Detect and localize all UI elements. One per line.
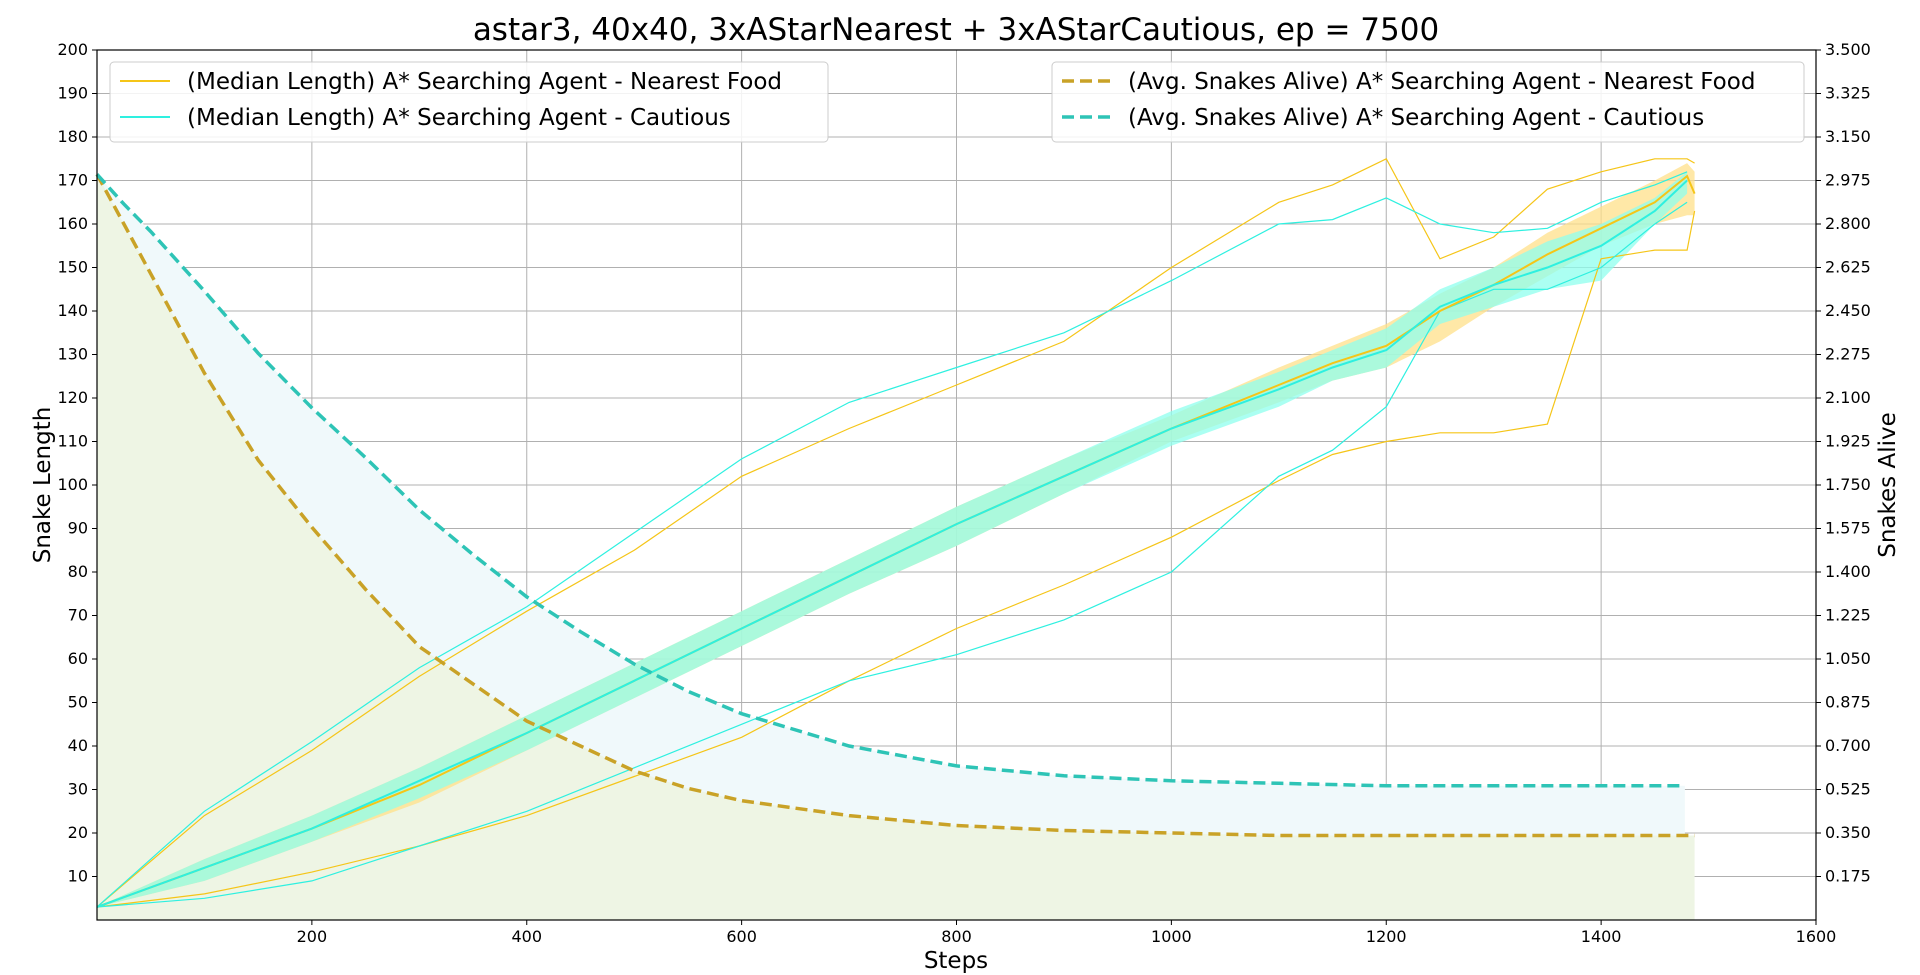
y-left-tick-label: 60 (68, 649, 88, 668)
y-right-tick-label: 3.500 (1825, 40, 1871, 59)
y-left-tick-label: 10 (68, 867, 88, 886)
quartile-band-1 (97, 171, 1688, 908)
legend-label-median-cautious: (Median Length) A* Searching Agent - Cau… (187, 105, 731, 131)
alive-line-2 (95, 173, 1695, 838)
y-right-tick-label: 2.975 (1825, 171, 1871, 190)
y-left-tick-label: 120 (57, 388, 88, 407)
y-right-tick-label: 1.925 (1825, 432, 1871, 451)
series-lines (95, 158, 1696, 908)
y-right-tick-label: 1.050 (1825, 649, 1871, 668)
legend-label-median-nearest: (Median Length) A* Searching Agent - Nea… (187, 69, 782, 95)
y-left-tick-label: 180 (57, 127, 88, 146)
legend-left: (Median Length) A* Searching Agent - Nea… (109, 61, 829, 143)
y-right-tick-label: 2.625 (1825, 258, 1871, 277)
y-axis-left-label: Snake Length (30, 407, 56, 564)
y-right-tick-label: 1.575 (1825, 519, 1871, 538)
y-right-tick-label: 1.225 (1825, 606, 1871, 625)
min-line-0 (96, 210, 1696, 908)
x-tick-label: 600 (726, 927, 757, 946)
legend-label-alive-nearest: (Avg. Snakes Alive) A* Searching Agent -… (1128, 69, 1755, 95)
x-tick-label: 1000 (1151, 927, 1192, 946)
y-left-tick-label: 160 (57, 214, 88, 233)
y-right-tick-label: 0.700 (1825, 736, 1871, 755)
y-left-tick-label: 30 (68, 780, 88, 799)
y-right-tick-label: 0.350 (1825, 823, 1871, 842)
y-left-tick-label: 140 (57, 301, 88, 320)
legend-left-box (109, 61, 829, 143)
y-left-tick-label: 190 (57, 84, 88, 103)
y-right-tick-label: 1.750 (1825, 475, 1871, 494)
y-right-tick-label: 2.100 (1825, 388, 1871, 407)
y-left-tick-label: 100 (57, 475, 88, 494)
x-tick-label: 1600 (1796, 927, 1837, 946)
y-axis-right-label: Snakes Alive (1875, 412, 1901, 558)
legend-right: (Avg. Snakes Alive) A* Searching Agent -… (1051, 61, 1805, 143)
y-right-tick-label: 3.325 (1825, 84, 1871, 103)
y-right-tick-label: 0.175 (1825, 867, 1871, 886)
median-line-1 (96, 179, 1688, 908)
axis-ticks: 200 400 600 800 1000 1200 1400 1600 10 20 30 40 50 60… (57, 40, 1870, 946)
y-left-tick-label: 90 (68, 519, 88, 538)
legend-label-alive-cautious: (Avg. Snakes Alive) A* Searching Agent -… (1128, 105, 1704, 131)
chart-title: astar3, 40x40, 3xAStarNearest + 3xAStarC… (473, 12, 1439, 48)
y-left-tick-label: 110 (57, 432, 88, 451)
quartile-bands (97, 163, 1695, 908)
y-left-tick-label: 170 (57, 171, 88, 190)
x-tick-label: 1200 (1366, 927, 1407, 946)
y-right-tick-label: 0.525 (1825, 780, 1871, 799)
y-left-tick-label: 20 (68, 823, 88, 842)
x-tick-label: 1400 (1581, 927, 1622, 946)
x-axis-label: Steps (924, 948, 988, 974)
min-line-1 (96, 201, 1688, 908)
y-right-tick-label: 0.875 (1825, 693, 1871, 712)
x-tick-label: 800 (941, 927, 972, 946)
x-tick-label: 200 (297, 927, 328, 946)
legend-right-box (1051, 61, 1805, 143)
x-tick-label: 400 (511, 927, 542, 946)
y-left-tick-label: 70 (68, 606, 88, 625)
y-left-tick-label: 130 (57, 345, 88, 364)
y-right-tick-label: 2.450 (1825, 301, 1871, 320)
y-left-tick-label: 200 (57, 40, 88, 59)
y-right-tick-label: 1.400 (1825, 562, 1871, 581)
y-left-tick-label: 80 (68, 562, 88, 581)
y-right-tick-label: 3.150 (1825, 127, 1871, 146)
max-line-0 (96, 158, 1695, 908)
y-right-tick-label: 2.275 (1825, 345, 1871, 364)
alive-line-3 (95, 173, 1685, 788)
y-left-tick-label: 150 (57, 258, 88, 277)
y-left-tick-label: 50 (68, 693, 88, 712)
y-left-tick-label: 40 (68, 736, 88, 755)
y-right-tick-label: 2.800 (1825, 214, 1871, 233)
